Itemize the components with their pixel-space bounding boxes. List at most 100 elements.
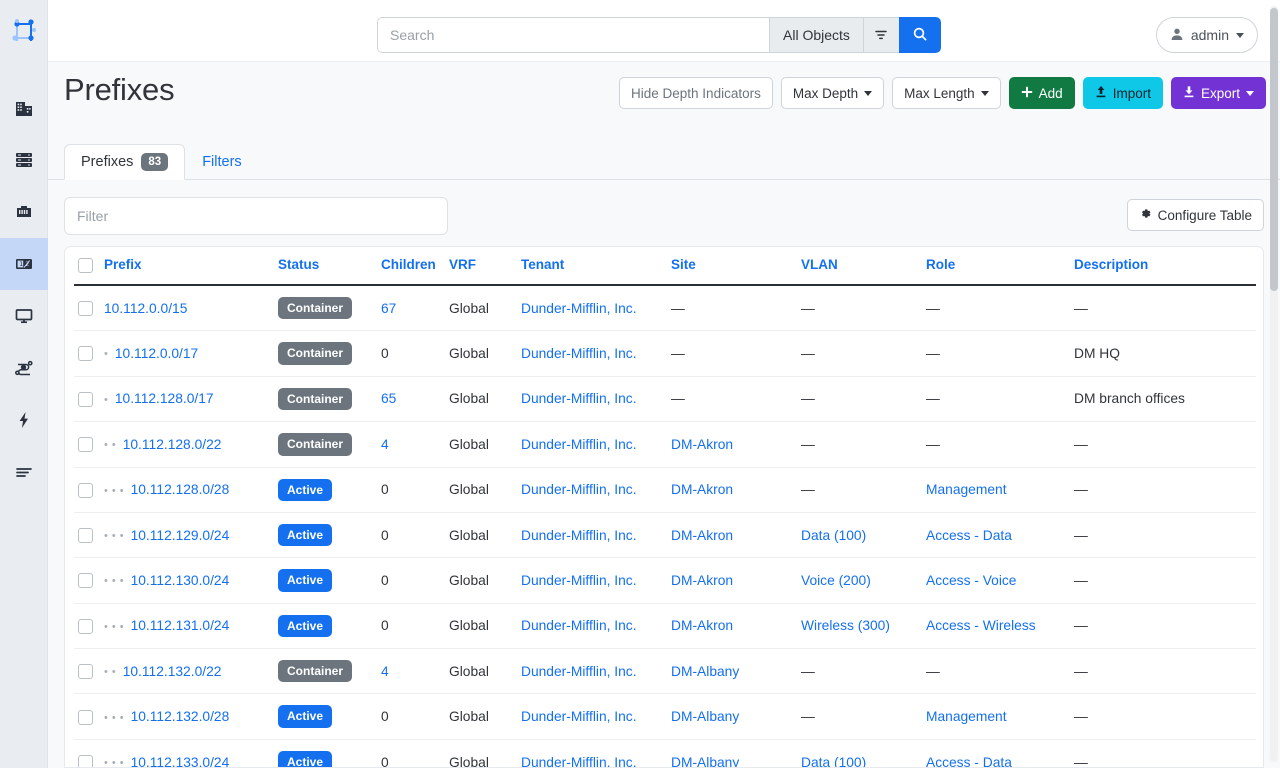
tenant-link[interactable]: Dunder-Mifflin, Inc. <box>521 300 637 316</box>
page-scrollbar-thumb[interactable] <box>1270 8 1278 291</box>
site-link[interactable]: DM-Akron <box>671 482 734 498</box>
column-header-description-link[interactable]: Description <box>1074 257 1149 273</box>
column-header-prefix-link[interactable]: Prefix <box>104 257 142 273</box>
site-link[interactable]: DM-Albany <box>671 709 740 725</box>
table-filter-input[interactable] <box>64 197 448 235</box>
row-checkbox[interactable] <box>78 664 93 680</box>
prefix-link[interactable]: 10.112.0.0/17 <box>114 346 199 362</box>
row-checkbox[interactable] <box>78 346 93 362</box>
vlan-link[interactable]: Data (100) <box>801 527 867 543</box>
sidebar-item-devices[interactable] <box>0 186 48 238</box>
row-checkbox[interactable] <box>78 391 93 407</box>
prefix-link[interactable]: 10.112.128.0/22 <box>122 436 222 452</box>
column-header-status[interactable]: Status <box>274 247 377 286</box>
sidebar-item-ipam[interactable]: 1 2 <box>0 238 48 290</box>
vlan-link[interactable]: Voice (200) <box>801 572 871 588</box>
prefix-link[interactable]: 10.112.0.0/15 <box>104 300 188 316</box>
prefix-link[interactable]: 10.112.128.0/28 <box>130 482 230 498</box>
import-button[interactable]: Import <box>1082 77 1163 109</box>
search-scope-dropdown[interactable]: All Objects <box>769 17 863 53</box>
row-checkbox[interactable] <box>78 754 93 767</box>
role-link[interactable]: Access - Data <box>926 754 1012 768</box>
row-checkbox[interactable] <box>78 573 93 589</box>
sidebar-item-other[interactable] <box>0 446 48 498</box>
site-link[interactable]: DM-Albany <box>671 663 740 679</box>
role-link[interactable]: Management <box>926 482 1007 498</box>
prefix-link[interactable]: 10.112.129.0/24 <box>130 527 230 543</box>
prefix-link[interactable]: 10.112.132.0/28 <box>130 709 230 725</box>
tenant-link[interactable]: Dunder-Mifflin, Inc. <box>521 618 637 634</box>
site-link[interactable]: DM-Akron <box>671 618 734 634</box>
column-header-prefix[interactable]: Prefix <box>100 247 274 286</box>
vlan-link[interactable]: Wireless (300) <box>801 618 890 634</box>
hide-depth-indicators-button[interactable]: Hide Depth Indicators <box>619 77 773 109</box>
tenant-link[interactable]: Dunder-Mifflin, Inc. <box>521 482 637 498</box>
tenant-link[interactable]: Dunder-Mifflin, Inc. <box>521 754 637 768</box>
sidebar-item-racks[interactable] <box>0 134 48 186</box>
site-link[interactable]: DM-Albany <box>671 754 740 768</box>
column-header-tenant[interactable]: Tenant <box>517 247 667 286</box>
filter-funnel-icon[interactable] <box>862 17 899 53</box>
role-link[interactable]: Access - Data <box>926 527 1012 543</box>
column-header-children[interactable]: Children <box>377 247 445 286</box>
prefix-link[interactable]: 10.112.130.0/24 <box>130 572 230 588</box>
row-checkbox[interactable] <box>78 528 93 544</box>
prefix-link[interactable]: 10.112.131.0/24 <box>130 618 230 634</box>
site-link[interactable]: DM-Akron <box>671 527 734 543</box>
column-header-status-link[interactable]: Status <box>278 257 320 273</box>
column-header-role-link[interactable]: Role <box>926 257 956 273</box>
column-header-vlan-link[interactable]: VLAN <box>801 257 838 273</box>
column-header-vrf-link[interactable]: VRF <box>449 257 476 273</box>
column-header-tenant-link[interactable]: Tenant <box>521 257 565 273</box>
select-all-checkbox[interactable] <box>78 257 93 273</box>
prefix-link[interactable]: 10.112.132.0/22 <box>122 663 222 679</box>
column-header-vrf[interactable]: VRF <box>445 247 517 286</box>
tenant-link[interactable]: Dunder-Mifflin, Inc. <box>521 346 637 362</box>
column-header-site[interactable]: Site <box>667 247 797 286</box>
tenant-link[interactable]: Dunder-Mifflin, Inc. <box>521 391 637 407</box>
row-checkbox[interactable] <box>78 709 93 725</box>
tenant-link[interactable]: Dunder-Mifflin, Inc. <box>521 572 637 588</box>
sidebar-item-power[interactable] <box>0 394 48 446</box>
children-count-link[interactable]: 65 <box>381 391 397 407</box>
tenant-link[interactable]: Dunder-Mifflin, Inc. <box>521 709 637 725</box>
add-button[interactable]: Add <box>1008 77 1075 109</box>
tab-filters[interactable]: Filters <box>185 144 258 180</box>
max-depth-dropdown[interactable]: Max Depth <box>780 77 885 109</box>
role-link[interactable]: Management <box>926 709 1007 725</box>
tenant-link[interactable]: Dunder-Mifflin, Inc. <box>521 527 637 543</box>
tenant-link[interactable]: Dunder-Mifflin, Inc. <box>521 436 637 452</box>
row-checkbox[interactable] <box>78 437 93 453</box>
row-checkbox[interactable] <box>78 482 93 498</box>
column-header-description[interactable]: Description <box>1070 247 1256 286</box>
role-link[interactable]: Access - Voice <box>926 572 1017 588</box>
sidebar-item-virtualization[interactable] <box>0 290 48 342</box>
column-header-site-link[interactable]: Site <box>671 257 696 273</box>
children-count-link[interactable]: 4 <box>381 436 389 452</box>
site-link[interactable]: DM-Akron <box>671 572 734 588</box>
search-input[interactable] <box>377 17 769 53</box>
export-dropdown-button[interactable]: Export <box>1170 77 1266 109</box>
sidebar-item-circuits[interactable] <box>0 342 48 394</box>
children-count-link[interactable]: 4 <box>381 663 389 679</box>
row-checkbox[interactable] <box>78 618 93 634</box>
column-header-role[interactable]: Role <box>922 247 1070 286</box>
prefix-link[interactable]: 10.112.133.0/24 <box>130 754 230 768</box>
tenant-link[interactable]: Dunder-Mifflin, Inc. <box>521 663 637 679</box>
role-link[interactable]: Access - Wireless <box>926 618 1036 634</box>
site-link[interactable]: DM-Akron <box>671 436 734 452</box>
netbox-node-graph-logo-icon[interactable] <box>0 0 48 62</box>
children-count-link[interactable]: 67 <box>381 300 397 316</box>
user-menu-button[interactable]: admin <box>1155 17 1258 53</box>
search-submit-button[interactable] <box>898 17 941 53</box>
row-checkbox[interactable] <box>78 301 93 317</box>
page-scrollbar-track[interactable] <box>1270 6 1278 762</box>
configure-table-button[interactable]: Configure Table <box>1126 199 1264 231</box>
sidebar-item-organization[interactable] <box>0 82 48 134</box>
column-header-vlan[interactable]: VLAN <box>797 247 922 286</box>
tab-prefixes[interactable]: Prefixes 83 <box>64 144 186 180</box>
prefix-link[interactable]: 10.112.128.0/17 <box>114 391 214 407</box>
max-length-dropdown[interactable]: Max Length <box>892 77 1001 109</box>
column-header-children-link[interactable]: Children <box>381 257 436 273</box>
vlan-link[interactable]: Data (100) <box>801 754 867 768</box>
